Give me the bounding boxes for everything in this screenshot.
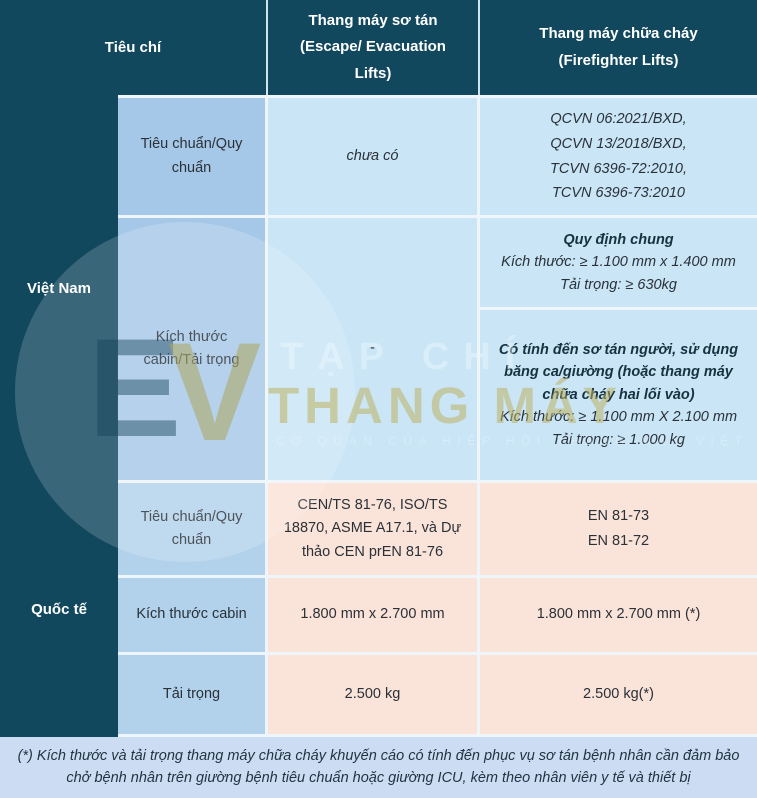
vn-evacuation-load: Tải trọng: ≥ 1.000 kg <box>552 431 685 448</box>
vn-standards-escape-value: chưa có <box>268 95 480 218</box>
vn-general-rules-title: Quy định chung <box>563 231 674 248</box>
intl-load-label: Tải trọng <box>118 655 268 737</box>
region-label-vietnam: Việt Nam <box>0 95 118 483</box>
vn-general-rules-size: Kích thước: ≥ 1.100 mm x 1.400 mm <box>501 254 736 271</box>
intl-standards-label: Tiêu chuẩn/Quy chuẩn <box>118 483 268 578</box>
vn-evacuation-block: Có tính đến sơ tán người, sử dụng băng c… <box>480 310 757 480</box>
vn-standards-label: Tiêu chuẩn/Quy chuẩn <box>118 95 268 218</box>
region-label-international: Quốc tế <box>0 483 118 737</box>
intl-cabin-size-firefighter-value: 1.800 mm x 2.700 mm (*) <box>480 578 757 655</box>
intl-load-escape-value: 2.500 kg <box>268 655 480 737</box>
header-criteria: Tiêu chí <box>0 0 268 95</box>
header-escape-lifts: Thang máy sơ tán (Escape/ Evacuation Lif… <box>268 0 480 95</box>
vn-general-rules-load: Tải trọng: ≥ 630kg <box>560 276 677 293</box>
intl-load-firefighter-value: 2.500 kg(*) <box>480 655 757 737</box>
vn-dimensions-label: Kích thước cabin/Tải trọng <box>118 218 268 483</box>
vn-standards-firefighter-value: QCVN 06:2021/BXD, QCVN 13/2018/BXD, TCVN… <box>480 95 757 218</box>
vn-dimensions-firefighter-cell: Quy định chung Kích thước: ≥ 1.100 mm x … <box>480 218 757 483</box>
intl-standards-firefighter-value: EN 81-73 EN 81-72 <box>480 483 757 578</box>
header-firefighter-lifts: Thang máy chữa cháy (Firefighter Lifts) <box>480 0 757 95</box>
vn-general-rules-block: Quy định chung Kích thước: ≥ 1.100 mm x … <box>480 218 757 310</box>
vn-evacuation-size: Kích thước: ≥ 1.100 mm X 2.100 mm <box>499 409 738 426</box>
intl-cabin-size-escape-value: 1.800 mm x 2.700 mm <box>268 578 480 655</box>
footnote: (*) Kích thước và tải trọng thang máy ch… <box>0 737 757 798</box>
intl-cabin-size-label: Kích thước cabin <box>118 578 268 655</box>
vn-dimensions-escape-value: - <box>268 218 480 483</box>
vn-evacuation-title: Có tính đến sơ tán người, sử dụng băng c… <box>498 341 739 403</box>
intl-standards-escape-value: CEN/TS 81-76, ISO/TS 18870, ASME A17.1, … <box>268 483 480 578</box>
lift-comparison-table: Tiêu chí Thang máy sơ tán (Escape/ Evacu… <box>0 0 757 737</box>
